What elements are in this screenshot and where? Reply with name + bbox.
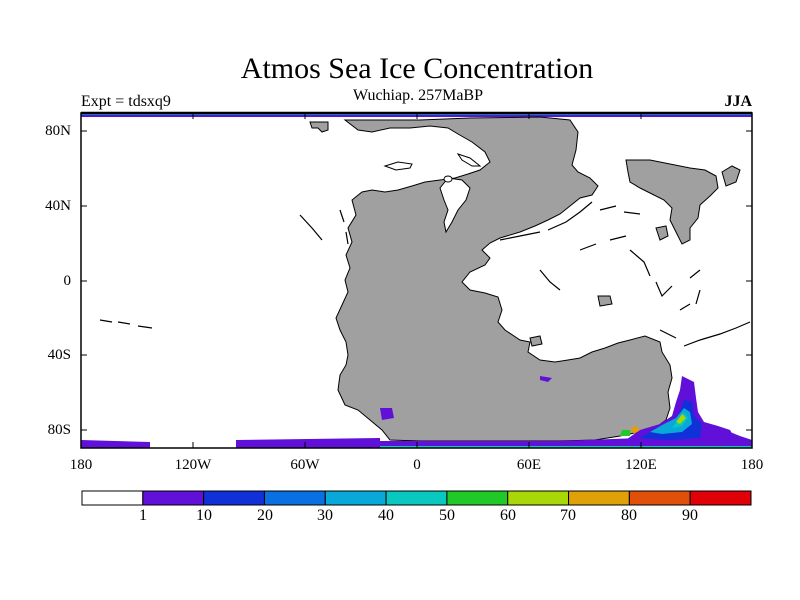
experiment-label: Expt = tdsxq9: [81, 93, 171, 110]
season-label: JJA: [724, 93, 752, 110]
south-ice-high: [650, 408, 692, 434]
colorbar-segment: [385, 490, 448, 506]
south-ice-core: [676, 414, 686, 424]
lon-label-60e: 60E: [516, 457, 542, 473]
colorbar-segment: [689, 490, 752, 506]
colorbar-label-90: 90: [682, 507, 698, 524]
colorbar-label-40: 40: [378, 507, 394, 524]
colorbar: [81, 490, 752, 506]
chart-title: Atmos Sea Ice Concentration: [240, 52, 594, 85]
inland-sea-b: [456, 153, 482, 167]
cathaysia-island: [721, 165, 741, 187]
tethys-sea: [439, 177, 471, 234]
south-ice-spot-green: [620, 430, 630, 436]
colorbar-label-50: 50: [439, 507, 455, 524]
small-island-east: [655, 225, 669, 241]
lon-label-180w: 180: [69, 457, 93, 473]
colorbar-segment: [142, 490, 205, 506]
south-ice-tongue: [620, 376, 736, 446]
small-island-south: [529, 335, 543, 347]
colorbar-segment: [263, 490, 326, 506]
inland-sea-a: [383, 161, 413, 171]
lat-label-80s: 80S: [47, 422, 71, 438]
south-ice-bottom-strip: [380, 446, 752, 448]
colorbar-label-30: 30: [317, 507, 333, 524]
pangea-landmass: [309, 116, 673, 442]
colorbar-label-10: 10: [196, 507, 212, 524]
colorbar-segment: [203, 490, 265, 506]
colorbar-segment: [446, 490, 509, 506]
colorbar-label-1: 1: [139, 507, 147, 524]
lat-label-0: 0: [63, 273, 72, 289]
colorbar-segment: [628, 490, 691, 506]
lat-label-80n: 80N: [45, 123, 71, 139]
south-ice-spot: [630, 426, 640, 434]
colorbar-label-80: 80: [621, 507, 637, 524]
colorbar-label-20: 20: [257, 507, 273, 524]
colorbar-segment: [324, 490, 387, 506]
colorbar-segment: [568, 490, 630, 506]
chart-subtitle: Wuchiap. 257MaBP: [352, 87, 483, 104]
lon-label-60w: 60W: [290, 457, 320, 473]
lon-label-120w: 120W: [174, 457, 212, 473]
lat-label-40n: 40N: [45, 198, 71, 214]
lon-label-180e: 180: [740, 457, 764, 473]
axis-ticks: [81, 113, 752, 448]
terrane-outlines: [99, 201, 751, 347]
colorbar-segment: [81, 490, 144, 506]
lon-label-120e: 120E: [625, 457, 657, 473]
inland-lake: [443, 175, 453, 183]
colorbar-label-70: 70: [560, 507, 576, 524]
colorbar-segment: [507, 490, 570, 506]
cathaysia-landmass: [625, 159, 719, 245]
small-island-tethys: [597, 295, 613, 307]
colorbar-label-60: 60: [500, 507, 516, 524]
lon-label-0: 0: [413, 457, 421, 473]
lat-label-40s: 40S: [47, 347, 71, 363]
